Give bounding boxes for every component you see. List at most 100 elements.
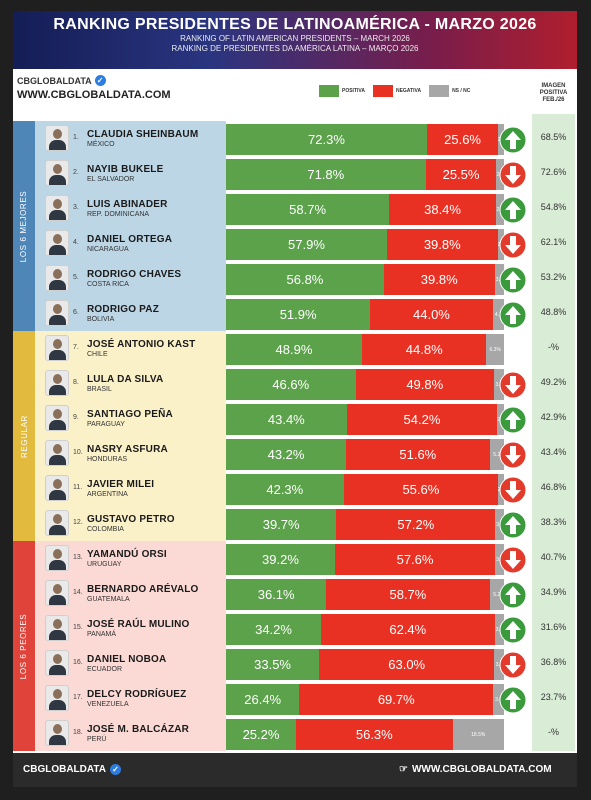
bar-segment-positive: 43.4% xyxy=(226,404,347,435)
rank-number: 14. xyxy=(73,589,83,596)
avatar-head xyxy=(53,339,62,349)
bar-segment-negative: 56.3% xyxy=(296,719,453,750)
rank-number: 8. xyxy=(73,379,79,386)
avatar-head xyxy=(53,129,62,139)
infographic-frame: RANKING PRESIDENTES DE LATINOAMÉRICA - M… xyxy=(13,11,577,787)
brand-name: CBGLOBALDATA xyxy=(17,75,92,86)
arrow-down-icon xyxy=(499,441,527,469)
country-name: BOLIVIA xyxy=(87,316,115,323)
bar-segment-ns: 3.4 xyxy=(494,614,504,645)
approval-bar: 71.8%25.5%2.7 xyxy=(226,159,504,190)
approval-bar: 36.1% 58.7% 5.2 xyxy=(226,579,504,610)
arrow-up-icon xyxy=(499,581,527,609)
approval-bar: 58.7%38.4%2.9 xyxy=(226,194,504,225)
approval-bar: 34.2% 62.4% 3.4 xyxy=(226,614,504,645)
rank-number: 13. xyxy=(73,554,83,561)
arrow-up-icon xyxy=(499,301,527,329)
avatar-head xyxy=(53,724,62,734)
bar-segment-positive: 26.4% xyxy=(226,684,300,715)
country-name: VENEZUELA xyxy=(87,701,129,708)
table-row: 6. RODRIGO PAZ BOLIVIA 51.9% 44.0% 4.1 48.8% xyxy=(13,296,577,331)
president-name: DELCY RODRÍGUEZ xyxy=(87,689,187,700)
avatar-body xyxy=(49,280,66,290)
group-band-1: LOS 6 MEJORES xyxy=(13,121,226,331)
avatar xyxy=(45,615,69,641)
rank-number: 10. xyxy=(73,449,83,456)
table-row: 7. JOSÉ ANTONIO KAST CHILE 48.9% 44.8% 6.3% -% xyxy=(13,331,577,366)
avatar xyxy=(45,300,69,326)
avatar-head xyxy=(53,409,62,419)
bar-segment-ns: 5.2 xyxy=(489,439,504,470)
country-name: CHILE xyxy=(87,351,108,358)
president-name: DANIEL NOBOA xyxy=(87,654,167,665)
footer-url[interactable]: WWW.CBGLOBALDATA.COM xyxy=(411,764,552,775)
president-name: SANTIAGO PEÑA xyxy=(87,409,173,420)
bar-segment-negative: 51.6% xyxy=(346,439,490,470)
table-row: 15. JOSÉ RAÚL MULINO PANAMÁ 34.2% 62.4% 3.4 31… xyxy=(13,611,577,646)
bar-segment-ns: 4.1 xyxy=(492,299,504,330)
footer-brand-name: CBGLOBALDATA xyxy=(23,764,106,775)
legend-swatch-positive xyxy=(319,85,339,97)
avatar xyxy=(45,230,69,256)
bar-segment-ns: 3.9 xyxy=(493,684,504,715)
bar-segment-positive: 39.2% xyxy=(226,544,335,575)
subtitle-portuguese: RANKING DE PRESIDENTES DA AMÉRICA LATINA… xyxy=(171,44,419,53)
bar-segment-positive: 39.7% xyxy=(226,509,337,540)
avatar-body xyxy=(49,420,66,430)
avatar-head xyxy=(53,304,62,314)
avatar xyxy=(45,685,69,711)
previous-positive-value: 49.2% xyxy=(540,377,567,387)
pointer-hand-icon: ☞ xyxy=(399,764,408,775)
table-row: 5. RODRIGO CHAVES COSTA RICA 56.8% 39.8% 3.4 5… xyxy=(13,261,577,296)
approval-bar: 39.7%57.2%3.1 xyxy=(226,509,504,540)
previous-positive-value: -% xyxy=(548,727,559,737)
avatar xyxy=(45,720,69,746)
approval-bar: 42.3%55.6%2.1 xyxy=(226,474,504,505)
president-name: JAVIER MILEI xyxy=(87,479,155,490)
group-label: LOS 6 PEORES xyxy=(13,541,35,751)
legend-label-negative: NEGATIVA xyxy=(395,88,422,94)
previous-positive-value: -% xyxy=(548,342,559,352)
president-name: NASRY ASFURA xyxy=(87,444,168,455)
arrow-up-icon xyxy=(499,406,527,434)
footer: CBGLOBALDATA ✓ ☞ WWW.CBGLOBALDATA.COM xyxy=(13,753,577,787)
country-name: ARGENTINA xyxy=(87,491,128,498)
avatar-body xyxy=(49,665,66,675)
bar-segment-ns: 3.6 xyxy=(493,369,504,400)
bar-segment-positive: 43.2% xyxy=(226,439,347,470)
avatar-body xyxy=(49,140,66,150)
approval-bar: 51.9% 44.0% 4.1 xyxy=(226,299,504,330)
previous-positive-value: 46.8% xyxy=(540,482,567,492)
rank-number: 1. xyxy=(73,134,79,141)
avatar-head xyxy=(53,584,62,594)
approval-bar: 39.2%57.6%3.2 xyxy=(226,544,504,575)
arrow-up-icon xyxy=(499,511,527,539)
avatar-head xyxy=(53,654,62,664)
country-name: COSTA RICA xyxy=(87,281,129,288)
avatar-head xyxy=(53,514,62,524)
bar-segment-positive: 46.6% xyxy=(226,369,356,400)
header-banner: RANKING PRESIDENTES DE LATINOAMÉRICA - M… xyxy=(13,11,577,69)
footer-link[interactable]: ☞ WWW.CBGLOBALDATA.COM xyxy=(399,764,552,775)
brand-url[interactable]: WWW.CBGLOBALDATA.COM xyxy=(17,89,171,101)
previous-positive-value: 72.6% xyxy=(540,167,567,177)
country-name: URUGUAY xyxy=(87,561,122,568)
avatar xyxy=(45,265,69,291)
previous-positive-value: 34.9% xyxy=(540,587,567,597)
arrow-down-icon xyxy=(499,546,527,574)
bar-segment-positive: 36.1% xyxy=(226,579,327,610)
previous-positive-value: 48.8% xyxy=(540,307,567,317)
brand-name-row: CBGLOBALDATA ✓ xyxy=(17,75,217,86)
arrow-down-icon xyxy=(499,161,527,189)
president-name: BERNARDO ARÉVALO xyxy=(87,584,199,595)
bar-segment-positive: 58.7% xyxy=(226,194,390,225)
table-row: 10. NASRY ASFURA HONDURAS 43.2% 51.6% 5.2 43.4… xyxy=(13,436,577,471)
avatar xyxy=(45,580,69,606)
avatar-head xyxy=(53,619,62,629)
bar-segment-ns: 3.5 xyxy=(494,649,504,680)
brand-block: CBGLOBALDATA ✓ WWW.CBGLOBALDATA.COM xyxy=(17,75,217,101)
